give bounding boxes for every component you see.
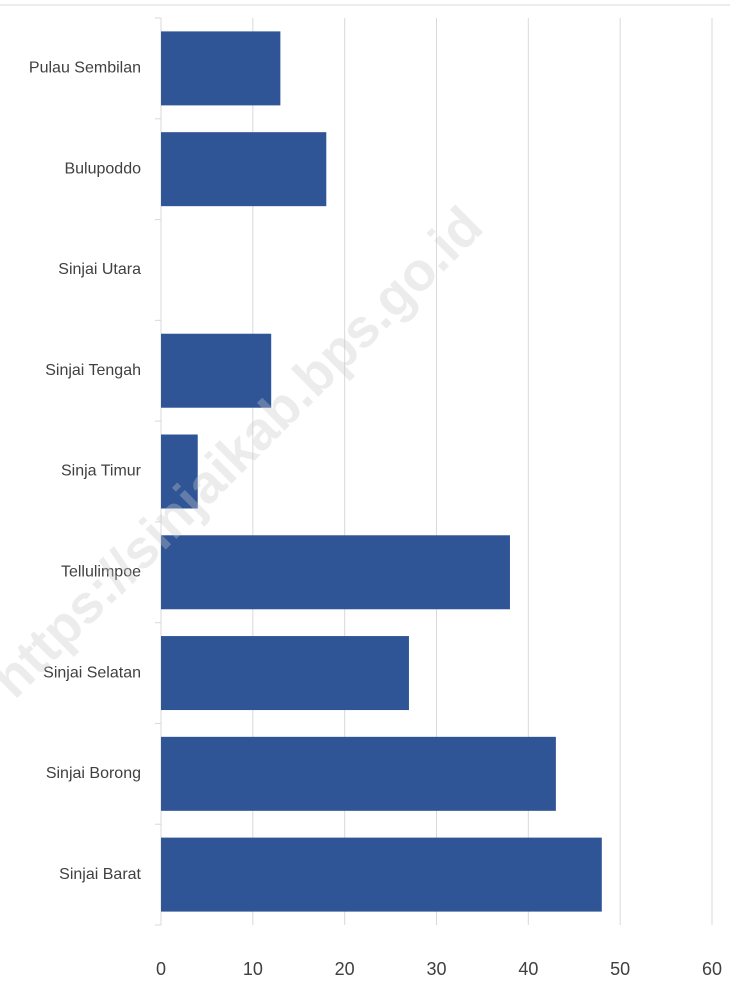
bar: [161, 333, 272, 408]
y-tick-label: Sinja Timur: [61, 463, 142, 480]
y-tick-label: Sinjai Barat: [59, 866, 141, 883]
y-tick-label: Sinjai Borong: [46, 765, 141, 782]
bar: [161, 535, 510, 610]
bar: [161, 434, 198, 509]
x-tick-label: 50: [610, 959, 630, 979]
x-tick-label: 40: [518, 959, 538, 979]
x-tick-label: 30: [426, 959, 446, 979]
y-tick-label: Sinjai Selatan: [43, 664, 141, 681]
bar: [161, 837, 602, 912]
y-tick-label: Sinjai Tengah: [45, 362, 141, 379]
bar: [161, 636, 409, 711]
y-tick-label: Sinjai Utara: [58, 261, 141, 278]
y-tick-label: Tellulimpoe: [61, 563, 141, 580]
x-tick-label: 60: [702, 959, 722, 979]
bar: [161, 132, 327, 207]
y-tick-label: Pulau Sembilan: [29, 60, 141, 77]
x-tick-label: 0: [156, 959, 166, 979]
bar: [161, 31, 281, 106]
x-tick-label: 10: [243, 959, 263, 979]
y-tick-label: Bulupoddo: [64, 160, 141, 177]
x-tick-label: 20: [335, 959, 355, 979]
bar: [161, 736, 556, 811]
